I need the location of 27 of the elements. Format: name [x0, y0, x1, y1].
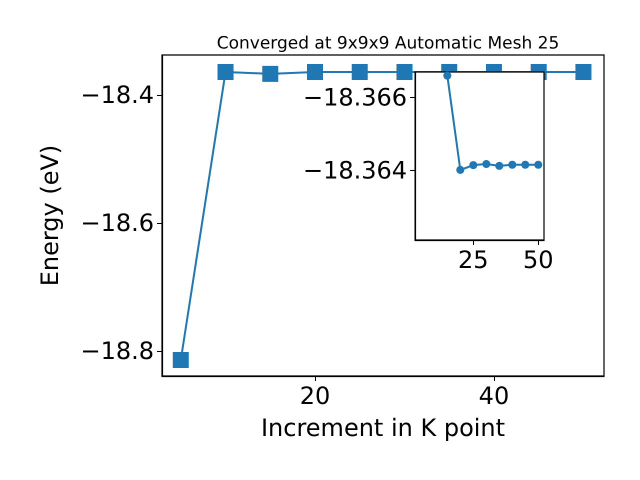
y-tick-label: −18.364	[302, 156, 408, 185]
x-axis-title: Increment in K point	[260, 414, 506, 442]
point	[534, 160, 542, 169]
y-axis-title: Energy (eV)	[36, 144, 64, 286]
x-tick-label: 25	[458, 246, 489, 274]
point	[495, 162, 504, 170]
point	[521, 160, 530, 169]
point	[508, 160, 516, 169]
y-tick-label: −18.6	[80, 209, 154, 238]
point	[307, 64, 323, 80]
point	[218, 64, 234, 80]
x-tick-label: 40	[478, 382, 510, 410]
point	[443, 72, 452, 80]
point	[172, 352, 189, 368]
y-tick-label: −18.8	[80, 337, 154, 366]
x-tick-label: 50	[523, 246, 554, 274]
y-tick-label: −18.366	[302, 84, 408, 112]
y-tick-label: −18.4	[80, 81, 154, 110]
point	[575, 64, 592, 80]
x-tick-label: 20	[300, 382, 330, 410]
point	[482, 160, 490, 168]
point	[396, 64, 412, 80]
point	[262, 66, 278, 82]
point	[352, 64, 368, 80]
chart-title: Converged at 9x9x9 Automatic Mesh 25	[216, 34, 560, 54]
point	[456, 166, 464, 174]
point	[469, 161, 478, 170]
